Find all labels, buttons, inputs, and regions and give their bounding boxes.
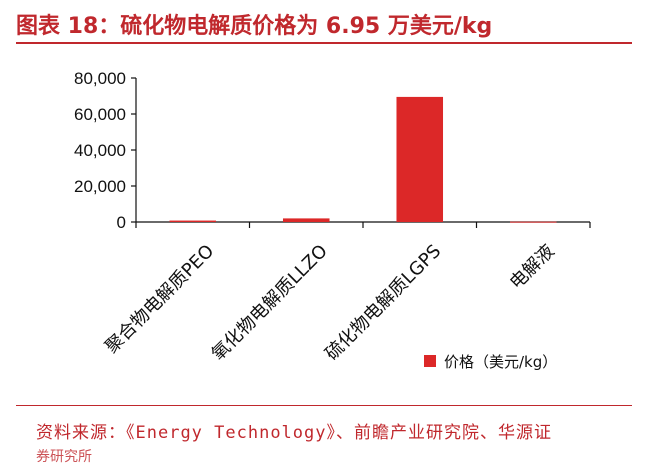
chart-bars — [169, 96, 557, 223]
figure-title: 图表 18：硫化物电解质价格为 6.95 万美元/kg — [16, 14, 493, 39]
footer-divider — [16, 405, 632, 406]
bar — [169, 220, 217, 222]
bar — [282, 218, 330, 222]
title-divider — [16, 42, 632, 44]
category-label: 氧化物电解质LLZO — [208, 241, 332, 365]
bar-chart: 0 20,000 40,000 60,000 80,000 聚合物电解质PEO氧化物电解… — [74, 69, 591, 371]
chart-legend: 价格（美元/kg） — [424, 353, 557, 371]
y-tick-label: 60,000 — [74, 105, 126, 124]
chart-axes — [131, 77, 591, 228]
y-tick-labels: 0 20,000 40,000 60,000 80,000 — [74, 69, 126, 232]
y-tick-label: 80,000 — [74, 69, 126, 88]
category-label: 聚合物电解质PEO — [101, 241, 218, 358]
category-label: 硫化物电解质LGPS — [321, 241, 445, 365]
bar — [509, 221, 557, 223]
legend-label: 价格（美元/kg） — [444, 353, 557, 371]
y-tick-label: 20,000 — [74, 177, 126, 196]
bar — [396, 96, 444, 222]
source-note-continued: 券研究所 — [36, 449, 92, 465]
y-tick-label: 0 — [117, 213, 126, 232]
category-label: 电解液 — [506, 241, 559, 294]
legend-swatch — [424, 355, 436, 367]
y-tick-label: 40,000 — [74, 141, 126, 160]
source-note: 资料来源：《Energy Technology》、前瞻产业研究院、华源证 — [36, 423, 552, 443]
